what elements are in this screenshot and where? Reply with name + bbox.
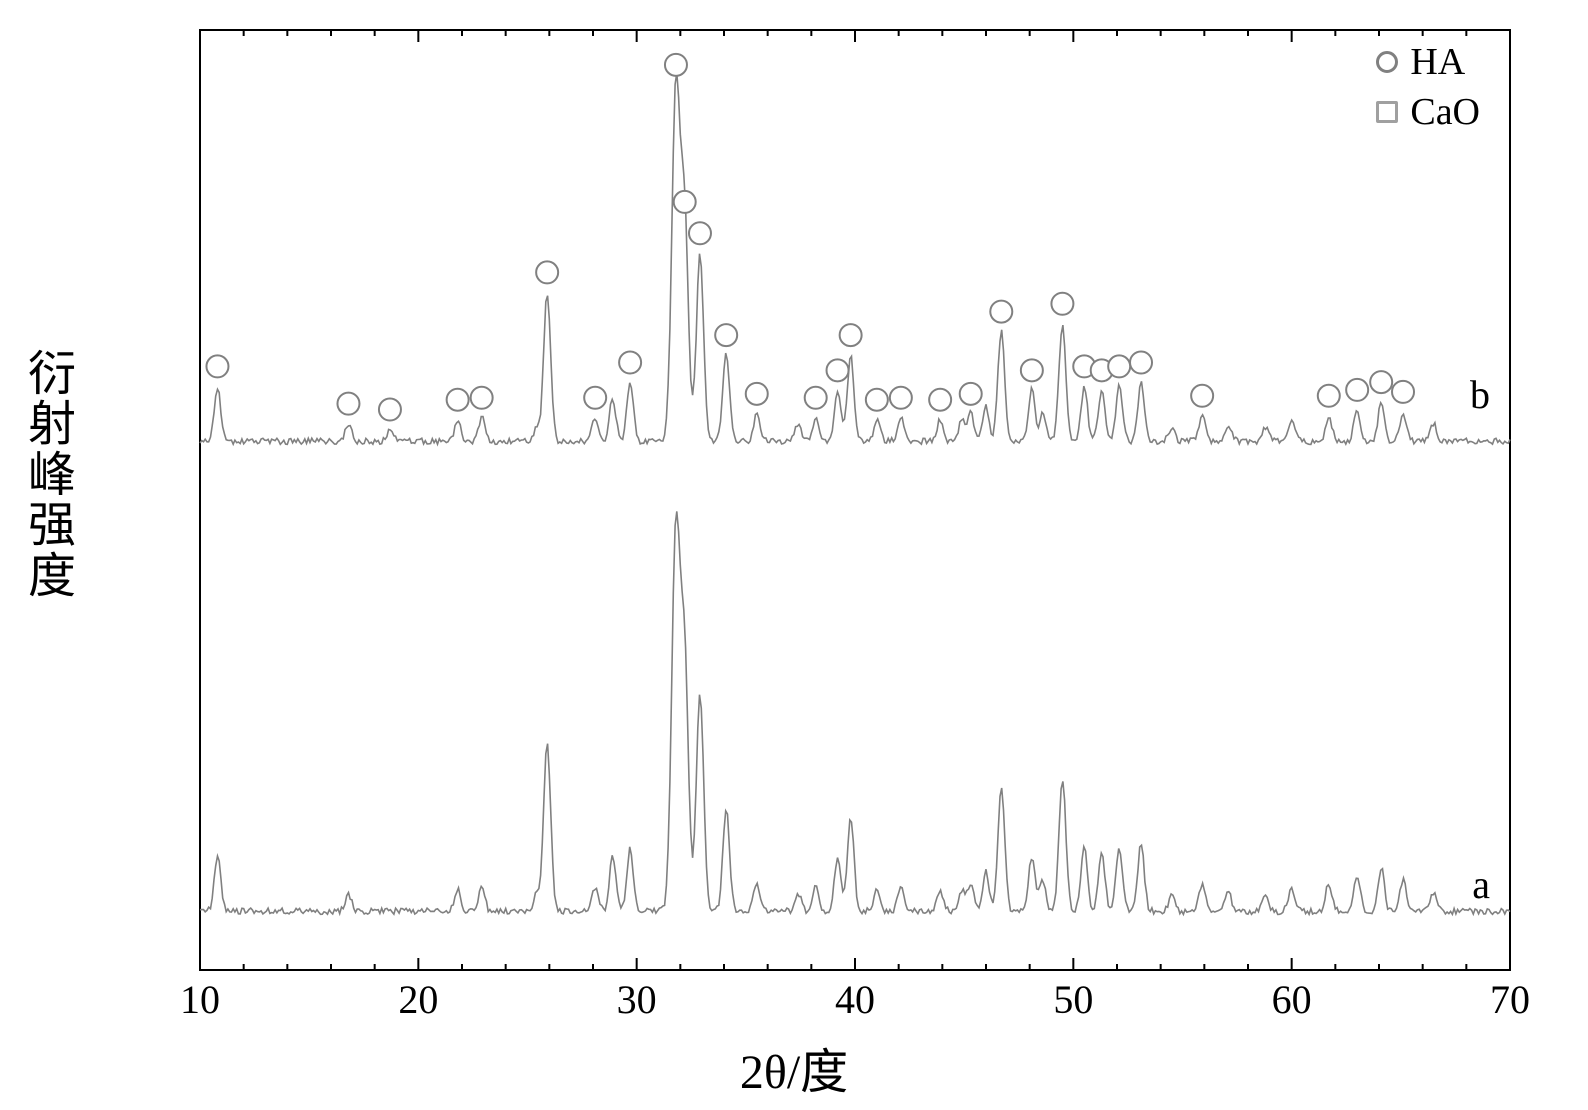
circle-marker-icon [1376, 51, 1398, 73]
ha-marker-icon [746, 383, 768, 405]
ha-marker-icon [990, 301, 1012, 323]
ha-marker-icon [619, 352, 641, 374]
ha-marker-icon [1392, 381, 1414, 403]
ha-marker-icon [890, 387, 912, 409]
ha-marker-icon [866, 389, 888, 411]
ha-marker-icon [840, 324, 862, 346]
x-tick-label: 60 [1272, 976, 1312, 1023]
figure: 衍射峰强度 2θ/度 HA CaO b a 10 20 30 40 50 60 70 [0, 0, 1588, 1110]
ha-marker-icon [1021, 359, 1043, 381]
ha-marker-icon [584, 387, 606, 409]
ha-marker-icon [206, 355, 228, 377]
legend-label: HA [1410, 40, 1465, 84]
ha-marker-icon [715, 324, 737, 346]
x-tick-label: 50 [1053, 976, 1093, 1023]
ha-marker-icon [447, 389, 469, 411]
legend-item: HA [1376, 40, 1480, 84]
ha-marker-icon [1346, 379, 1368, 401]
plot-area: HACaO b a 10203040506070 [190, 20, 1520, 1010]
ha-marker-icon [536, 261, 558, 283]
series-a-label: a [1472, 861, 1490, 908]
ha-marker-icon [960, 383, 982, 405]
x-tick-label: 30 [617, 976, 657, 1023]
ha-marker-icon [471, 387, 493, 409]
square-marker-icon [1376, 101, 1398, 123]
series-b-line [200, 73, 1510, 445]
ha-marker-icon [674, 191, 696, 213]
ha-marker-icon [1130, 352, 1152, 374]
legend: HA CaO [1376, 40, 1480, 140]
ha-marker-icon [1318, 385, 1340, 407]
ha-marker-icon [1108, 355, 1130, 377]
ha-marker-icon [665, 54, 687, 76]
legend-label: CaO [1410, 90, 1480, 134]
ha-marker-icon [1051, 293, 1073, 315]
ha-marker-icon [1191, 385, 1213, 407]
ha-marker-icon [379, 399, 401, 421]
ha-marker-icon [337, 393, 359, 415]
x-tick-label: 10 [180, 976, 220, 1023]
x-tick-label: 20 [398, 976, 438, 1023]
series-b-label: b [1470, 371, 1490, 418]
ha-marker-icon [1370, 371, 1392, 393]
x-tick-label: 40 [835, 976, 875, 1023]
ha-marker-icon [827, 359, 849, 381]
ha-marker-icon [689, 222, 711, 244]
x-axis-label: 2θ/度 [0, 1032, 1588, 1102]
x-tick-label: 70 [1490, 976, 1530, 1023]
series-a-line [200, 511, 1510, 914]
y-axis-label: 衍射峰强度 [28, 350, 76, 602]
legend-item: CaO [1376, 90, 1480, 134]
xrd-plot-svg [190, 20, 1520, 1010]
ha-marker-icon [805, 387, 827, 409]
ha-marker-icon [929, 389, 951, 411]
